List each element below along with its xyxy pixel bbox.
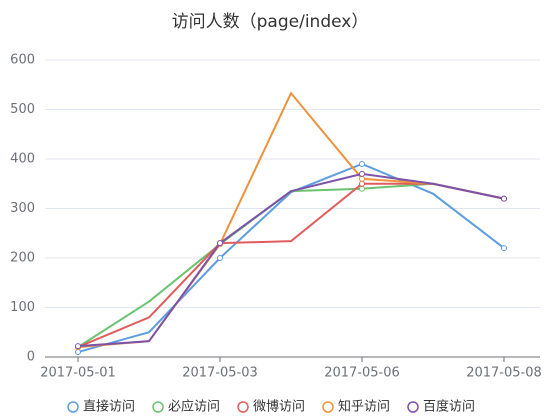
legend-symbol [237,401,249,413]
point [359,170,365,177]
legend-text: 直接访问 [83,399,135,415]
legend-text: 必应访问 [168,399,220,415]
y-tick-label: 0 [27,350,35,365]
y-tick-label: 500 [10,102,35,117]
legend-text: 微博访问 [253,400,305,415]
legend-symbol [67,401,79,413]
legend-text: 百度访问 [423,399,475,415]
point [217,240,223,247]
y-tick-label: 300 [10,201,35,216]
y-tick-label: 600 [10,53,35,68]
y-tick-label: 400 [10,152,35,167]
y-tick-label: 100 [10,300,35,315]
point [501,245,507,252]
point [359,175,365,182]
series-line [77,172,505,348]
point [359,160,365,167]
x-tick-label: 2017-05-06 [324,366,400,381]
x-tick-label: 2017-05-08 [466,366,542,381]
point [75,349,81,356]
x-tick-label: 2017-05-01 [40,366,116,381]
legend-text: 知乎访问 [338,399,390,415]
chart-title: 访问人数（page/index） [172,12,369,32]
series-line [77,91,505,349]
point [75,343,81,350]
y-tick-label: 200 [10,251,35,266]
point [217,255,223,261]
point [359,180,365,187]
legend-symbol [322,401,334,413]
x-tick-label: 2017-05-03 [182,366,258,381]
legend-symbol [152,401,164,413]
legend-symbol [407,401,419,413]
point [359,185,365,192]
point [501,195,507,202]
